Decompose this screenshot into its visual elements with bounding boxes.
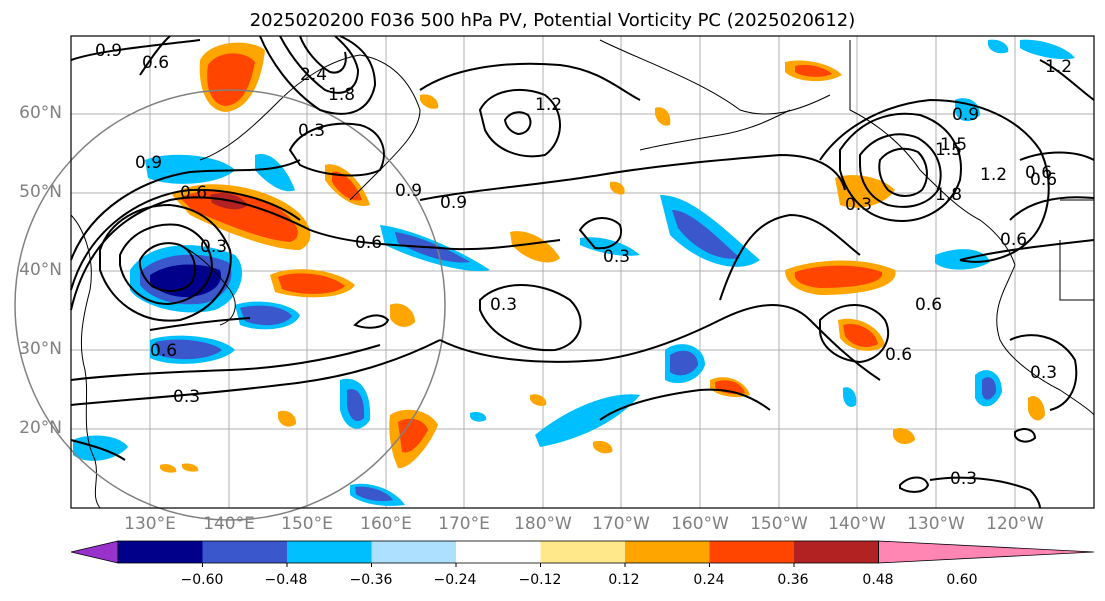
colorbar-tick-label: −0.48: [264, 572, 308, 588]
contour-label: 1.5: [940, 135, 967, 155]
contour-label: 0.3: [173, 387, 200, 407]
colorbar: [70, 540, 1095, 567]
contour-label: 0.3: [950, 469, 977, 489]
colorbar-tick-label: 0.48: [862, 572, 894, 588]
lon-label: 130°E: [124, 514, 176, 534]
contour-label: 1.2: [535, 95, 562, 115]
colorbar-extend-max: [878, 540, 1095, 564]
lon-label: 170°E: [438, 514, 490, 534]
lon-label: 120°W: [986, 514, 1044, 534]
contour-label: 0.9: [952, 105, 979, 125]
contour-label: 0.9: [440, 193, 467, 213]
contour-label: 0.9: [135, 153, 162, 173]
lon-label: 130°W: [907, 514, 965, 534]
pv-contours: [70, 35, 1095, 509]
contour-label: 0.6: [1030, 170, 1057, 190]
contour-label: 0.9: [395, 181, 422, 201]
colorbar-tick-label: −0.36: [349, 572, 393, 588]
contour-label: 0.3: [1030, 363, 1057, 383]
colorbar-tick-label: −0.12: [518, 572, 562, 588]
colorbar-tick-label: 0.60: [946, 572, 978, 588]
lat-label: 20°N: [19, 418, 62, 438]
colorbar-segment: [202, 541, 288, 563]
colorbar-tick-label: 0.24: [693, 572, 725, 588]
contour-label: 0.6: [355, 233, 382, 253]
colorbar-segment: [456, 541, 541, 563]
lon-label: 140°E: [203, 514, 255, 534]
lat-label: 50°N: [19, 182, 62, 202]
contour-label: 0.9: [95, 41, 122, 61]
lon-label: 170°W: [592, 514, 650, 534]
colorbar-tick-label: −0.60: [180, 572, 224, 588]
contour-label: 2.4: [300, 65, 327, 85]
colorbar-tick-label: −0.24: [433, 572, 477, 588]
negative-anomalies: [73, 39, 1075, 506]
contour-label: 0.6: [915, 295, 942, 315]
contour-label: 0.6: [885, 345, 912, 365]
contour-label: 0.6: [142, 53, 169, 73]
contour-label: 0.3: [200, 237, 227, 257]
colorbar-segment: [794, 541, 879, 563]
lat-label: 60°N: [19, 103, 62, 123]
contour-label: 1.2: [980, 165, 1007, 185]
contour-label: 0.6: [180, 183, 207, 203]
colorbar-extend-min: [70, 540, 119, 564]
colorbar-segment: [371, 541, 457, 563]
colorbar-segment: [287, 541, 372, 563]
colorbar-segment: [540, 541, 626, 563]
contour-label: 0.6: [1000, 230, 1027, 250]
lat-label: 30°N: [19, 339, 62, 359]
map-title: 2025020200 F036 500 hPa PV, Potential Vo…: [249, 10, 856, 31]
contour-label: 1.5: [935, 140, 962, 160]
contour-label: 0.3: [603, 247, 630, 267]
map-frame: [70, 35, 1095, 509]
contour-labels: 0.9 0.6 2.4 1.8 0.3 1.2 1.5 0.9 1.8 1.2 …: [95, 41, 1072, 489]
lon-label: 160°W: [671, 514, 729, 534]
colorbar-border: [117, 540, 879, 564]
contour-label: 0.3: [298, 121, 325, 141]
contour-label: 0.3: [845, 195, 872, 215]
colorbar-tick-label: 0.12: [608, 572, 640, 588]
lon-label: 180°W: [514, 514, 572, 534]
colorbar-segment: [118, 541, 203, 563]
colorbar-segment: [709, 541, 795, 563]
contour-label: 1.2: [1045, 57, 1072, 77]
lon-label: 150°W: [750, 514, 808, 534]
contour-label: 1.8: [935, 185, 962, 205]
lon-label: 160°E: [360, 514, 412, 534]
contour-label: 1.8: [328, 85, 355, 105]
colorbar-tick-label: 0.36: [777, 572, 809, 588]
lon-label: 140°W: [828, 514, 886, 534]
contour-label: 0.3: [490, 295, 517, 315]
contour-label: 0.6: [1025, 163, 1052, 183]
lat-label: 40°N: [19, 260, 62, 280]
colorbar-segment: [625, 541, 710, 563]
distance-ring: [14, 89, 446, 521]
contour-label: 0.6: [150, 341, 177, 361]
lon-label: 150°E: [281, 514, 333, 534]
